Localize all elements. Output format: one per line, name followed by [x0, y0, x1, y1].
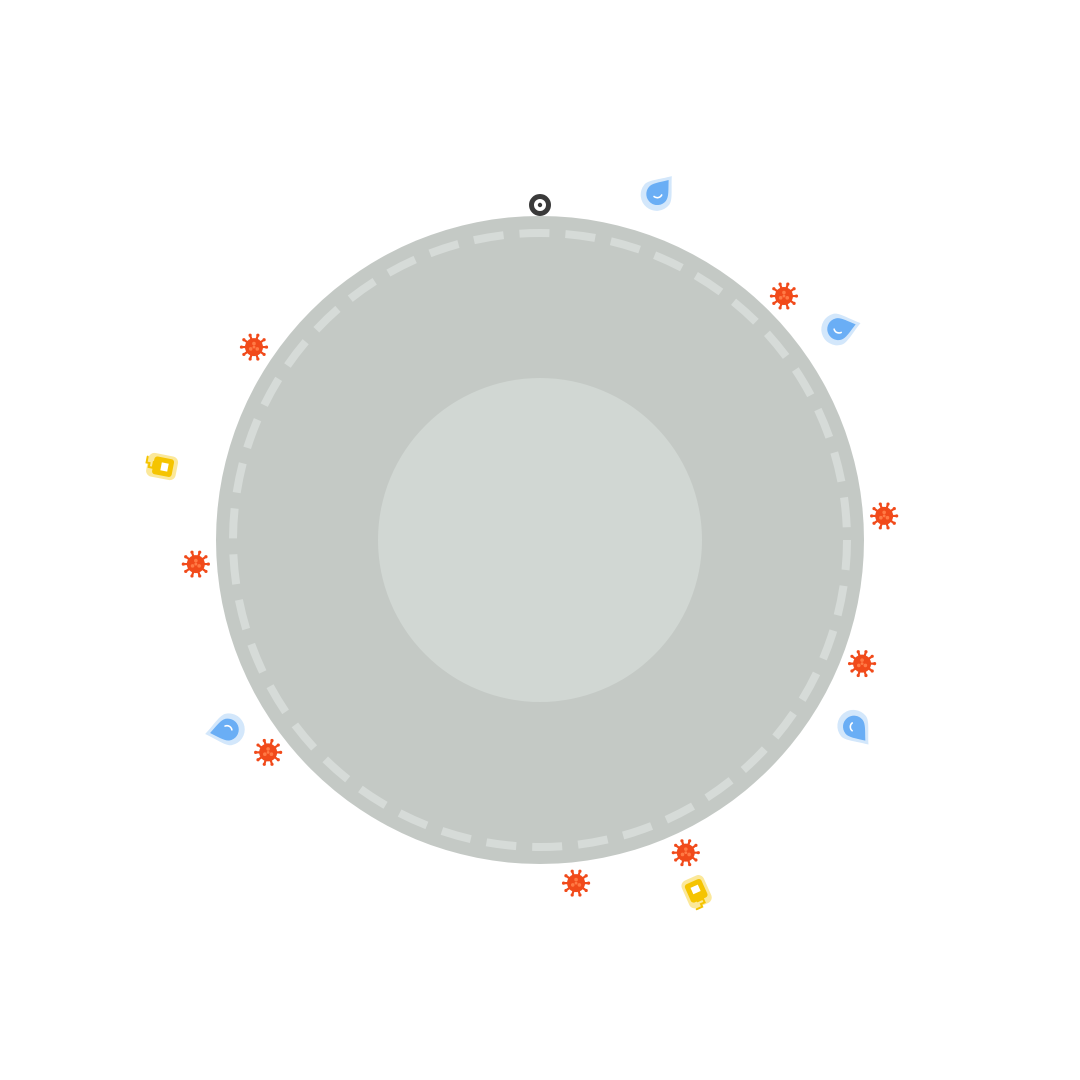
virus-icon — [560, 868, 592, 898]
sanitizer-bottle-icon — [145, 452, 179, 481]
virus-icon — [846, 649, 878, 679]
player-center-dot — [537, 202, 543, 208]
virus-icon — [868, 501, 900, 531]
water-drop-icon — [837, 709, 869, 745]
water-drop-icon — [640, 176, 672, 211]
orbit-items — [145, 176, 900, 911]
sanitizer-bottle-icon — [681, 875, 712, 911]
virus-icon — [670, 838, 702, 868]
player[interactable] — [529, 194, 551, 216]
water-drop-icon — [205, 713, 245, 746]
water-drop-icon — [821, 313, 861, 346]
planet-core — [378, 378, 702, 702]
virus-icon — [180, 549, 212, 579]
virus-icon — [238, 332, 270, 362]
virus-icon — [768, 281, 800, 311]
virus-icon — [252, 737, 284, 767]
orbit-track — [229, 229, 851, 851]
